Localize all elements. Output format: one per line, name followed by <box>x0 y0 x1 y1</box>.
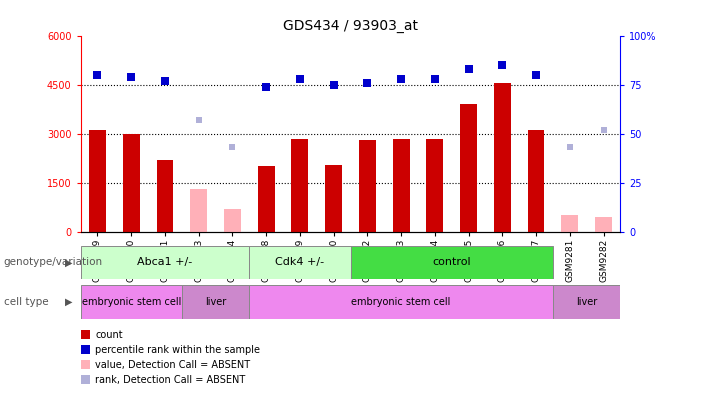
Bar <box>81 285 182 319</box>
Text: count: count <box>95 329 123 340</box>
Text: cell type: cell type <box>4 297 48 307</box>
Bar <box>250 246 350 279</box>
Point <box>395 76 407 82</box>
Point <box>429 76 440 82</box>
Point <box>92 72 103 78</box>
Title: GDS434 / 93903_at: GDS434 / 93903_at <box>283 19 418 33</box>
Text: Cdk4 +/-: Cdk4 +/- <box>275 257 325 267</box>
Point <box>125 74 137 80</box>
Point <box>193 117 204 123</box>
Bar <box>250 285 553 319</box>
Point <box>463 66 474 72</box>
Text: Abca1 +/-: Abca1 +/- <box>137 257 193 267</box>
Point <box>328 82 339 88</box>
Bar <box>258 166 275 232</box>
Bar <box>595 217 612 232</box>
Text: rank, Detection Call = ABSENT: rank, Detection Call = ABSENT <box>95 375 245 385</box>
Text: liver: liver <box>205 297 226 307</box>
Text: ▶: ▶ <box>65 297 72 307</box>
Bar <box>359 140 376 232</box>
Point <box>564 144 576 150</box>
Bar <box>89 130 106 232</box>
Bar <box>460 104 477 232</box>
Point <box>531 72 542 78</box>
Point <box>159 78 170 84</box>
Bar <box>393 139 409 232</box>
Text: embryonic stem cell: embryonic stem cell <box>81 297 181 307</box>
Point <box>294 76 306 82</box>
Point <box>362 80 373 86</box>
Point <box>598 127 609 133</box>
Bar <box>156 160 173 232</box>
Text: percentile rank within the sample: percentile rank within the sample <box>95 345 260 355</box>
Bar <box>528 130 545 232</box>
Bar <box>224 209 241 232</box>
Point <box>227 144 238 150</box>
Point <box>261 84 272 90</box>
Text: liver: liver <box>576 297 597 307</box>
Text: genotype/variation: genotype/variation <box>4 257 102 267</box>
Bar <box>190 189 207 232</box>
Text: control: control <box>433 257 471 267</box>
Bar <box>182 285 250 319</box>
Bar <box>562 215 578 232</box>
Bar <box>292 139 308 232</box>
Text: ▶: ▶ <box>65 257 72 267</box>
Text: embryonic stem cell: embryonic stem cell <box>351 297 451 307</box>
Text: value, Detection Call = ABSENT: value, Detection Call = ABSENT <box>95 360 250 370</box>
Bar <box>123 133 139 232</box>
Bar <box>81 246 250 279</box>
Point <box>497 62 508 68</box>
Bar <box>494 83 511 232</box>
Bar <box>426 139 443 232</box>
Bar <box>325 165 342 232</box>
Bar <box>553 285 620 319</box>
Bar <box>350 246 553 279</box>
